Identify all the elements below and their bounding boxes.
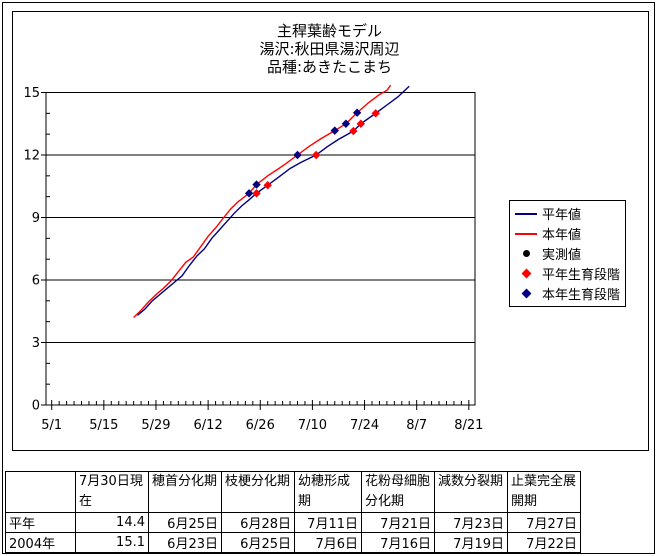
chart-title-line1: 主稈葉齢モデル <box>276 22 382 40</box>
legend-label: 平年値 <box>542 208 582 224</box>
table-header-panicle-neck-differentiation: 穂首分化期 <box>148 471 222 513</box>
table-header-row: 7月30日現在 穂首分化期 枝梗分化期 幼穂形成期 花粉母細胞分化期 減数分裂期… <box>5 471 581 513</box>
x-axis-tick-label: 8/7 <box>406 418 427 433</box>
table-row-heinen: 平年 14.4 6月25日 6月28日 7月11日 7月21日 7月23日 7月… <box>5 512 581 533</box>
table-cell: 7月19日 <box>434 532 508 553</box>
table-cell: 15.1 <box>75 532 149 553</box>
heinen-stage-diamond-icon <box>510 268 542 279</box>
legend: 平年値 本年値 実測値 平年生育段階 本年生育段階 <box>509 200 626 307</box>
legend-label: 本年値 <box>542 228 582 244</box>
honnen-line-icon <box>510 232 542 235</box>
legend-item-honnen-stage: 本年生育段階 <box>510 284 625 303</box>
heinen-line-icon <box>510 212 542 215</box>
y-axis-tick-label: 9 <box>32 211 40 226</box>
table-cell: 7月23日 <box>434 512 508 533</box>
table-row-2004: 2004年 15.1 6月23日 6月25日 7月6日 7月16日 7月19日 … <box>5 532 581 553</box>
table-cell: 6月25日 <box>148 512 222 533</box>
table-cell: 14.4 <box>75 512 149 533</box>
table-cell: 7月22日 <box>507 532 581 553</box>
row-label: 平年 <box>5 512 76 533</box>
stage-marker-2 <box>244 189 254 198</box>
stage-marker-2 <box>330 126 339 135</box>
stage-marker-1 <box>263 181 272 190</box>
stage-marker-2 <box>341 119 351 128</box>
x-axis-tick-label: 7/10 <box>298 418 327 433</box>
x-axis-tick-label: 6/12 <box>194 418 223 433</box>
y-axis-tick-label: 15 <box>23 86 40 101</box>
x-axis-tick-label: 6/26 <box>246 418 275 433</box>
legend-item-honnen-line: 本年値 <box>510 224 625 243</box>
table-header-branch-differentiation: 枝梗分化期 <box>221 471 295 513</box>
stage-marker-2 <box>293 150 302 160</box>
plot-border <box>45 92 476 406</box>
x-axis-tick-label: 5/1 <box>41 418 62 433</box>
legend-item-heinen-stage: 平年生育段階 <box>510 264 625 283</box>
table-cell: 7月21日 <box>361 512 435 533</box>
stage-marker-1 <box>349 126 358 136</box>
legend-item-heinen-line: 平年値 <box>510 204 625 223</box>
growth-stage-table: 7月30日現在 穂首分化期 枝梗分化期 幼穂形成期 花粉母細胞分化期 減数分裂期… <box>5 471 581 553</box>
table-header-pollen-mother-cell: 花粉母細胞分化期 <box>361 471 435 513</box>
table-header-empty <box>5 471 76 513</box>
series-line-0 <box>136 85 410 316</box>
table-cell: 6月28日 <box>221 512 295 533</box>
chart-title-line2: 湯沢:秋田県湯沢周辺 <box>259 40 400 58</box>
series-line-1 <box>133 84 392 319</box>
table-cell: 7月16日 <box>361 532 435 553</box>
x-axis-tick-label: 5/29 <box>141 418 170 433</box>
legend-label: 実測値 <box>542 247 582 263</box>
table-header-flag-leaf-expansion: 止葉完全展開期 <box>507 471 581 513</box>
table-cell: 6月25日 <box>221 532 295 553</box>
measured-dot-icon <box>510 249 542 257</box>
chart-title-line3: 品種:あきたこまち <box>266 58 393 76</box>
y-axis-tick-label: 0 <box>32 399 40 414</box>
stage-marker-2 <box>252 180 261 189</box>
plot-area: 0 3 6 9 12 15 5/1 5/15 5/29 6/12 6/26 7/10 7/24 8/7 8/… <box>23 84 483 433</box>
chart-title: 主稈葉齢モデル 湯沢:秋田県湯沢周辺 品種:あきたこまち <box>12 22 647 76</box>
table-header-current-leafage: 7月30日現在 <box>75 471 149 513</box>
legend-label: 平年生育段階 <box>542 267 621 283</box>
table-header-meiosis: 減数分裂期 <box>434 471 508 513</box>
x-axis-tick-label: 5/15 <box>89 418 118 433</box>
table-cell: 7月11日 <box>294 512 362 533</box>
honnen-stage-diamond-icon <box>510 288 542 299</box>
stage-marker-1 <box>356 119 366 128</box>
y-axis-tick-label: 12 <box>23 149 40 164</box>
stage-marker-1 <box>252 189 261 198</box>
stage-marker-1 <box>371 109 380 118</box>
table-cell: 7月27日 <box>507 512 581 533</box>
y-axis-tick-label: 6 <box>32 274 40 289</box>
x-axis-tick-label: 8/21 <box>454 418 483 433</box>
row-label: 2004年 <box>5 532 76 553</box>
table-header-young-panicle-formation: 幼穂形成期 <box>294 471 362 513</box>
table-cell: 7月6日 <box>294 532 362 553</box>
legend-label: 本年生育段階 <box>542 287 621 303</box>
stage-marker-1 <box>311 150 321 160</box>
y-axis-tick-label: 3 <box>32 336 40 351</box>
x-axis-tick-label: 7/24 <box>350 418 379 433</box>
legend-item-measured: 実測値 <box>510 244 625 263</box>
stage-marker-2 <box>352 108 362 117</box>
table-cell: 6月23日 <box>148 532 222 553</box>
